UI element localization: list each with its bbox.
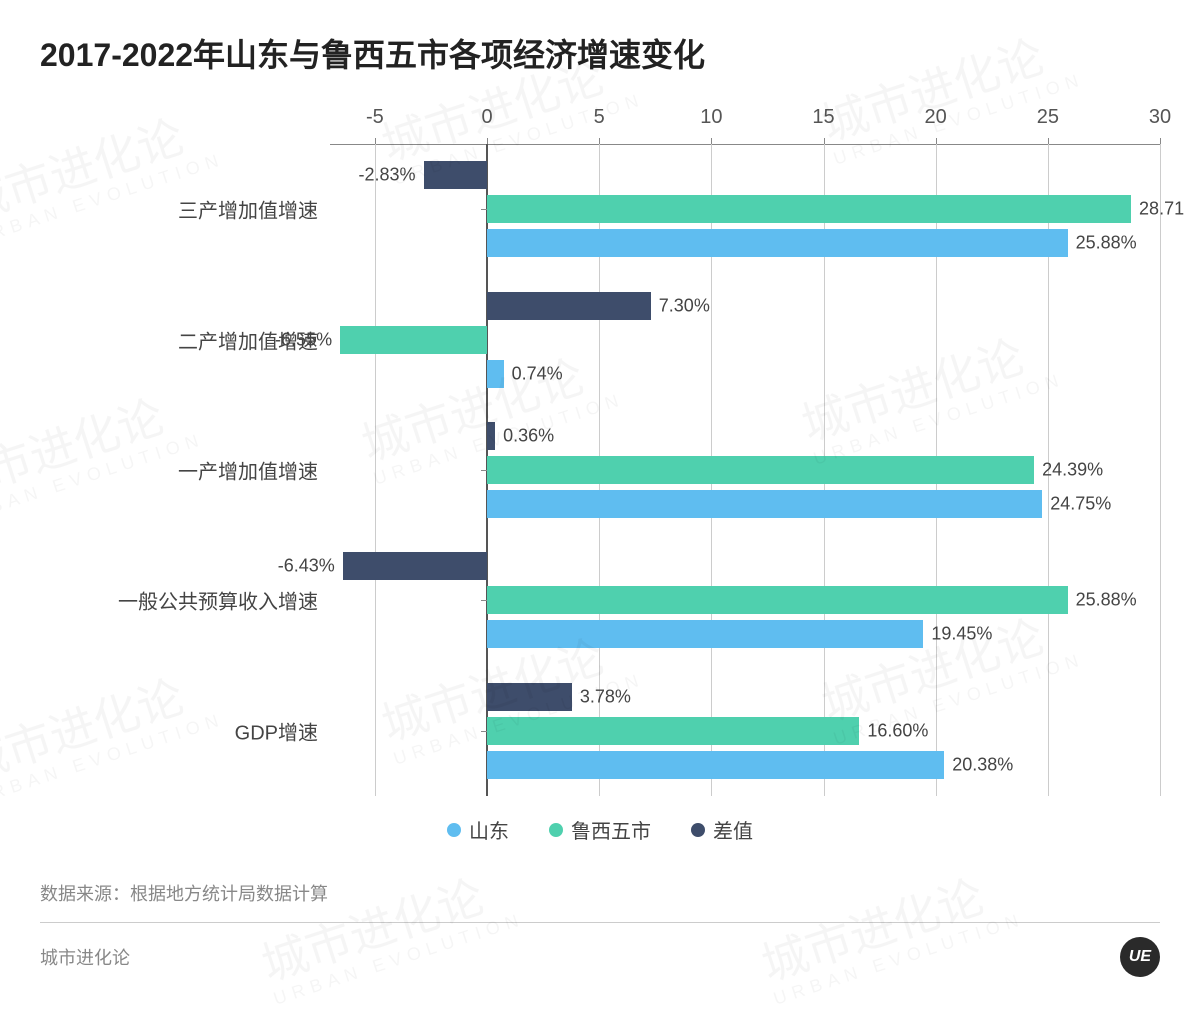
x-tick-label: 10 xyxy=(700,106,722,129)
x-tick-label: 5 xyxy=(594,106,605,129)
bar xyxy=(487,490,1042,518)
bar xyxy=(487,620,923,648)
category-label: 一产增加值增速 xyxy=(178,455,318,484)
bar xyxy=(487,292,651,320)
bar-value-label: 0.36% xyxy=(503,425,554,446)
bar xyxy=(487,456,1034,484)
x-tick-label: 0 xyxy=(481,106,492,129)
category-group: 二产增加值增速7.30%-6.55%0.74% xyxy=(40,274,1160,404)
bar xyxy=(343,552,487,580)
bar xyxy=(487,717,859,745)
bar xyxy=(487,360,504,388)
legend: 山东 鲁西五市 差值 xyxy=(40,815,1160,844)
bar-value-label: 25.88% xyxy=(1076,590,1137,611)
bar xyxy=(340,326,487,354)
bar xyxy=(487,751,944,779)
x-tick-label: 20 xyxy=(925,106,947,129)
bar xyxy=(487,683,572,711)
legend-item: 差值 xyxy=(691,815,753,844)
footer: 城市进化论 UE xyxy=(40,937,1160,977)
x-axis: -5051015202530 xyxy=(40,106,1160,136)
bar xyxy=(487,229,1068,257)
legend-swatch-icon xyxy=(691,823,705,837)
legend-swatch-icon xyxy=(549,823,563,837)
category-label: 三产增加值增速 xyxy=(178,195,318,224)
bar-value-label: 0.74% xyxy=(512,363,563,384)
footer-brand: 城市进化论 xyxy=(40,944,130,970)
category-label: GDP增速 xyxy=(235,716,318,745)
x-tick-label: 30 xyxy=(1149,106,1171,129)
bar-value-label: 25.88% xyxy=(1076,233,1137,254)
bar xyxy=(424,161,487,189)
x-tick-label: 15 xyxy=(812,106,834,129)
bar-value-label: -2.83% xyxy=(358,165,415,186)
category-group: 三产增加值增速-2.83%28.7125.88% xyxy=(40,144,1160,274)
ue-logo-icon: UE xyxy=(1120,937,1160,977)
bar-value-label: -6.43% xyxy=(278,556,335,577)
legend-label: 鲁西五市 xyxy=(571,815,651,844)
category-label: 一般公共预算收入增速 xyxy=(118,586,318,615)
bar-value-label: 24.75% xyxy=(1050,493,1111,514)
bar xyxy=(487,586,1068,614)
bar xyxy=(487,195,1131,223)
bar-value-label: -6.55% xyxy=(275,329,332,350)
bar-value-label: 28.71 xyxy=(1139,199,1184,220)
chart-title: 2017-2022年山东与鲁西五市各项经济增速变化 xyxy=(40,30,1160,76)
x-tick-label: -5 xyxy=(366,106,384,129)
plot-region: 三产增加值增速-2.83%28.7125.88%二产增加值增速7.30%-6.5… xyxy=(40,144,1160,796)
x-tick-label: 25 xyxy=(1037,106,1059,129)
legend-item: 山东 xyxy=(447,815,509,844)
gridline xyxy=(1160,144,1161,796)
bar xyxy=(487,422,495,450)
bar-value-label: 19.45% xyxy=(931,624,992,645)
data-source: 数据来源：根据地方统计局数据计算 xyxy=(40,880,1160,906)
bar-value-label: 16.60% xyxy=(867,720,928,741)
legend-label: 差值 xyxy=(713,815,753,844)
legend-swatch-icon xyxy=(447,823,461,837)
footer-divider xyxy=(40,922,1160,923)
category-group: 一产增加值增速 0.36% 24.39% 24.75% xyxy=(40,405,1160,535)
bar-value-label: 3.78% xyxy=(580,686,631,707)
bar-value-label: 20.38% xyxy=(952,754,1013,775)
category-group: 一般公共预算收入增速 -6.43% 25.88% 19.45% xyxy=(40,535,1160,665)
bar-value-label: 7.30% xyxy=(659,295,710,316)
chart-area: -5051015202530 三产增加值增速-2.83%28.7125.88%二… xyxy=(40,106,1160,856)
category-group: GDP增速 3.78% 16.60% 20.38% xyxy=(40,666,1160,796)
bar-value-label: 24.39% xyxy=(1042,459,1103,480)
legend-item: 鲁西五市 xyxy=(549,815,651,844)
legend-label: 山东 xyxy=(469,815,509,844)
